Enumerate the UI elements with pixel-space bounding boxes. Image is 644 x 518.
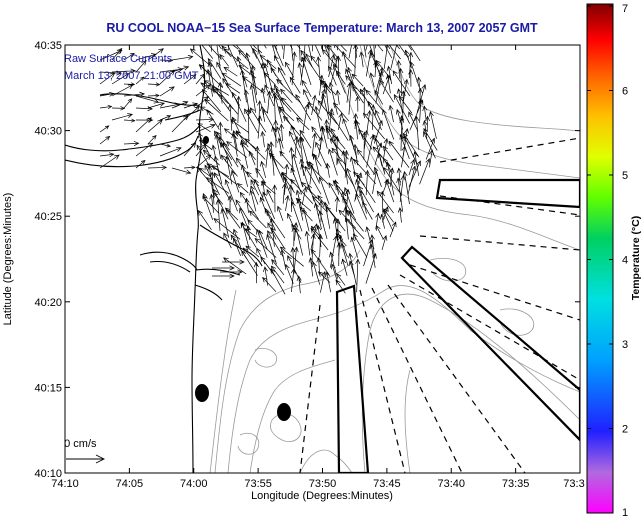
y-tick-label: 40:35 (34, 40, 62, 52)
radar-beams (335, 178, 580, 473)
colorbar-tick-label: 5 (622, 170, 628, 182)
x-tick-label: 73:45 (373, 478, 401, 490)
x-tick-label: 73:40 (437, 478, 465, 490)
x-tick-label: 73:55 (244, 478, 272, 490)
x-tick-label: 73:35 (502, 478, 530, 490)
legend-line-1: Raw Surface Currents (64, 53, 173, 65)
map-plot-area: Raw Surface Currents March 13, 2007 21:0… (58, 45, 580, 473)
y-tick-label: 40:30 (34, 126, 62, 138)
x-axis-ticks: 74:10 74:05 74:00 73:55 73:50 73:45 73:40 73:35… (51, 45, 585, 490)
island-blob (277, 403, 291, 421)
x-tick-label: 74:10 (51, 478, 79, 490)
colorbar-tick-label: 7 (622, 3, 628, 15)
colorbar-tick-label: 1 (622, 507, 628, 518)
temperature-colorbar: 7 6 5 4 3 2 1 Temperature (°C) (586, 3, 642, 518)
colorbar-tick-label: 2 (622, 424, 628, 436)
y-axis-label: Latitude (Degrees:Minutes) (2, 193, 14, 326)
y-tick-label: 40:15 (34, 382, 62, 394)
colorbar-label: Temperature (°C) (630, 216, 642, 301)
scale-label: 50 cm/s (58, 438, 97, 450)
y-tick-label: 40:25 (34, 211, 62, 223)
island-blob (203, 136, 209, 144)
figure-title: RU COOL NOAA−15 Sea Surface Temperature:… (106, 21, 538, 35)
colorbar-ticks: 7 6 5 4 3 2 1 (587, 3, 628, 518)
colorbar-tick-label: 6 (622, 86, 628, 98)
legend-line-2: March 13, 2007 21:00 GMT (64, 70, 199, 82)
y-tick-label: 40:20 (34, 297, 62, 309)
y-tick-label: 40:10 (34, 468, 62, 480)
x-tick-label: 74:05 (116, 478, 144, 490)
current-legend: Raw Surface Currents March 13, 2007 21:0… (64, 53, 199, 82)
colorbar-tick-label: 4 (622, 255, 628, 267)
coastline (65, 45, 263, 473)
x-axis-label: Longitude (Degrees:Minutes) (251, 490, 393, 502)
y-axis-ticks: 40:35 40:30 40:25 40:20 40:15 40:10 (34, 40, 580, 480)
x-tick-label: 73:50 (309, 478, 337, 490)
island-blob (195, 384, 209, 402)
x-tick-label: 73:3 (563, 478, 584, 490)
scale-arrow: 50 cm/s (58, 438, 106, 464)
surface-current-vectors (99, 45, 438, 295)
colorbar-tick-label: 3 (622, 339, 628, 351)
radar-coverage-lines (299, 137, 580, 473)
x-tick-label: 74:00 (180, 478, 208, 490)
